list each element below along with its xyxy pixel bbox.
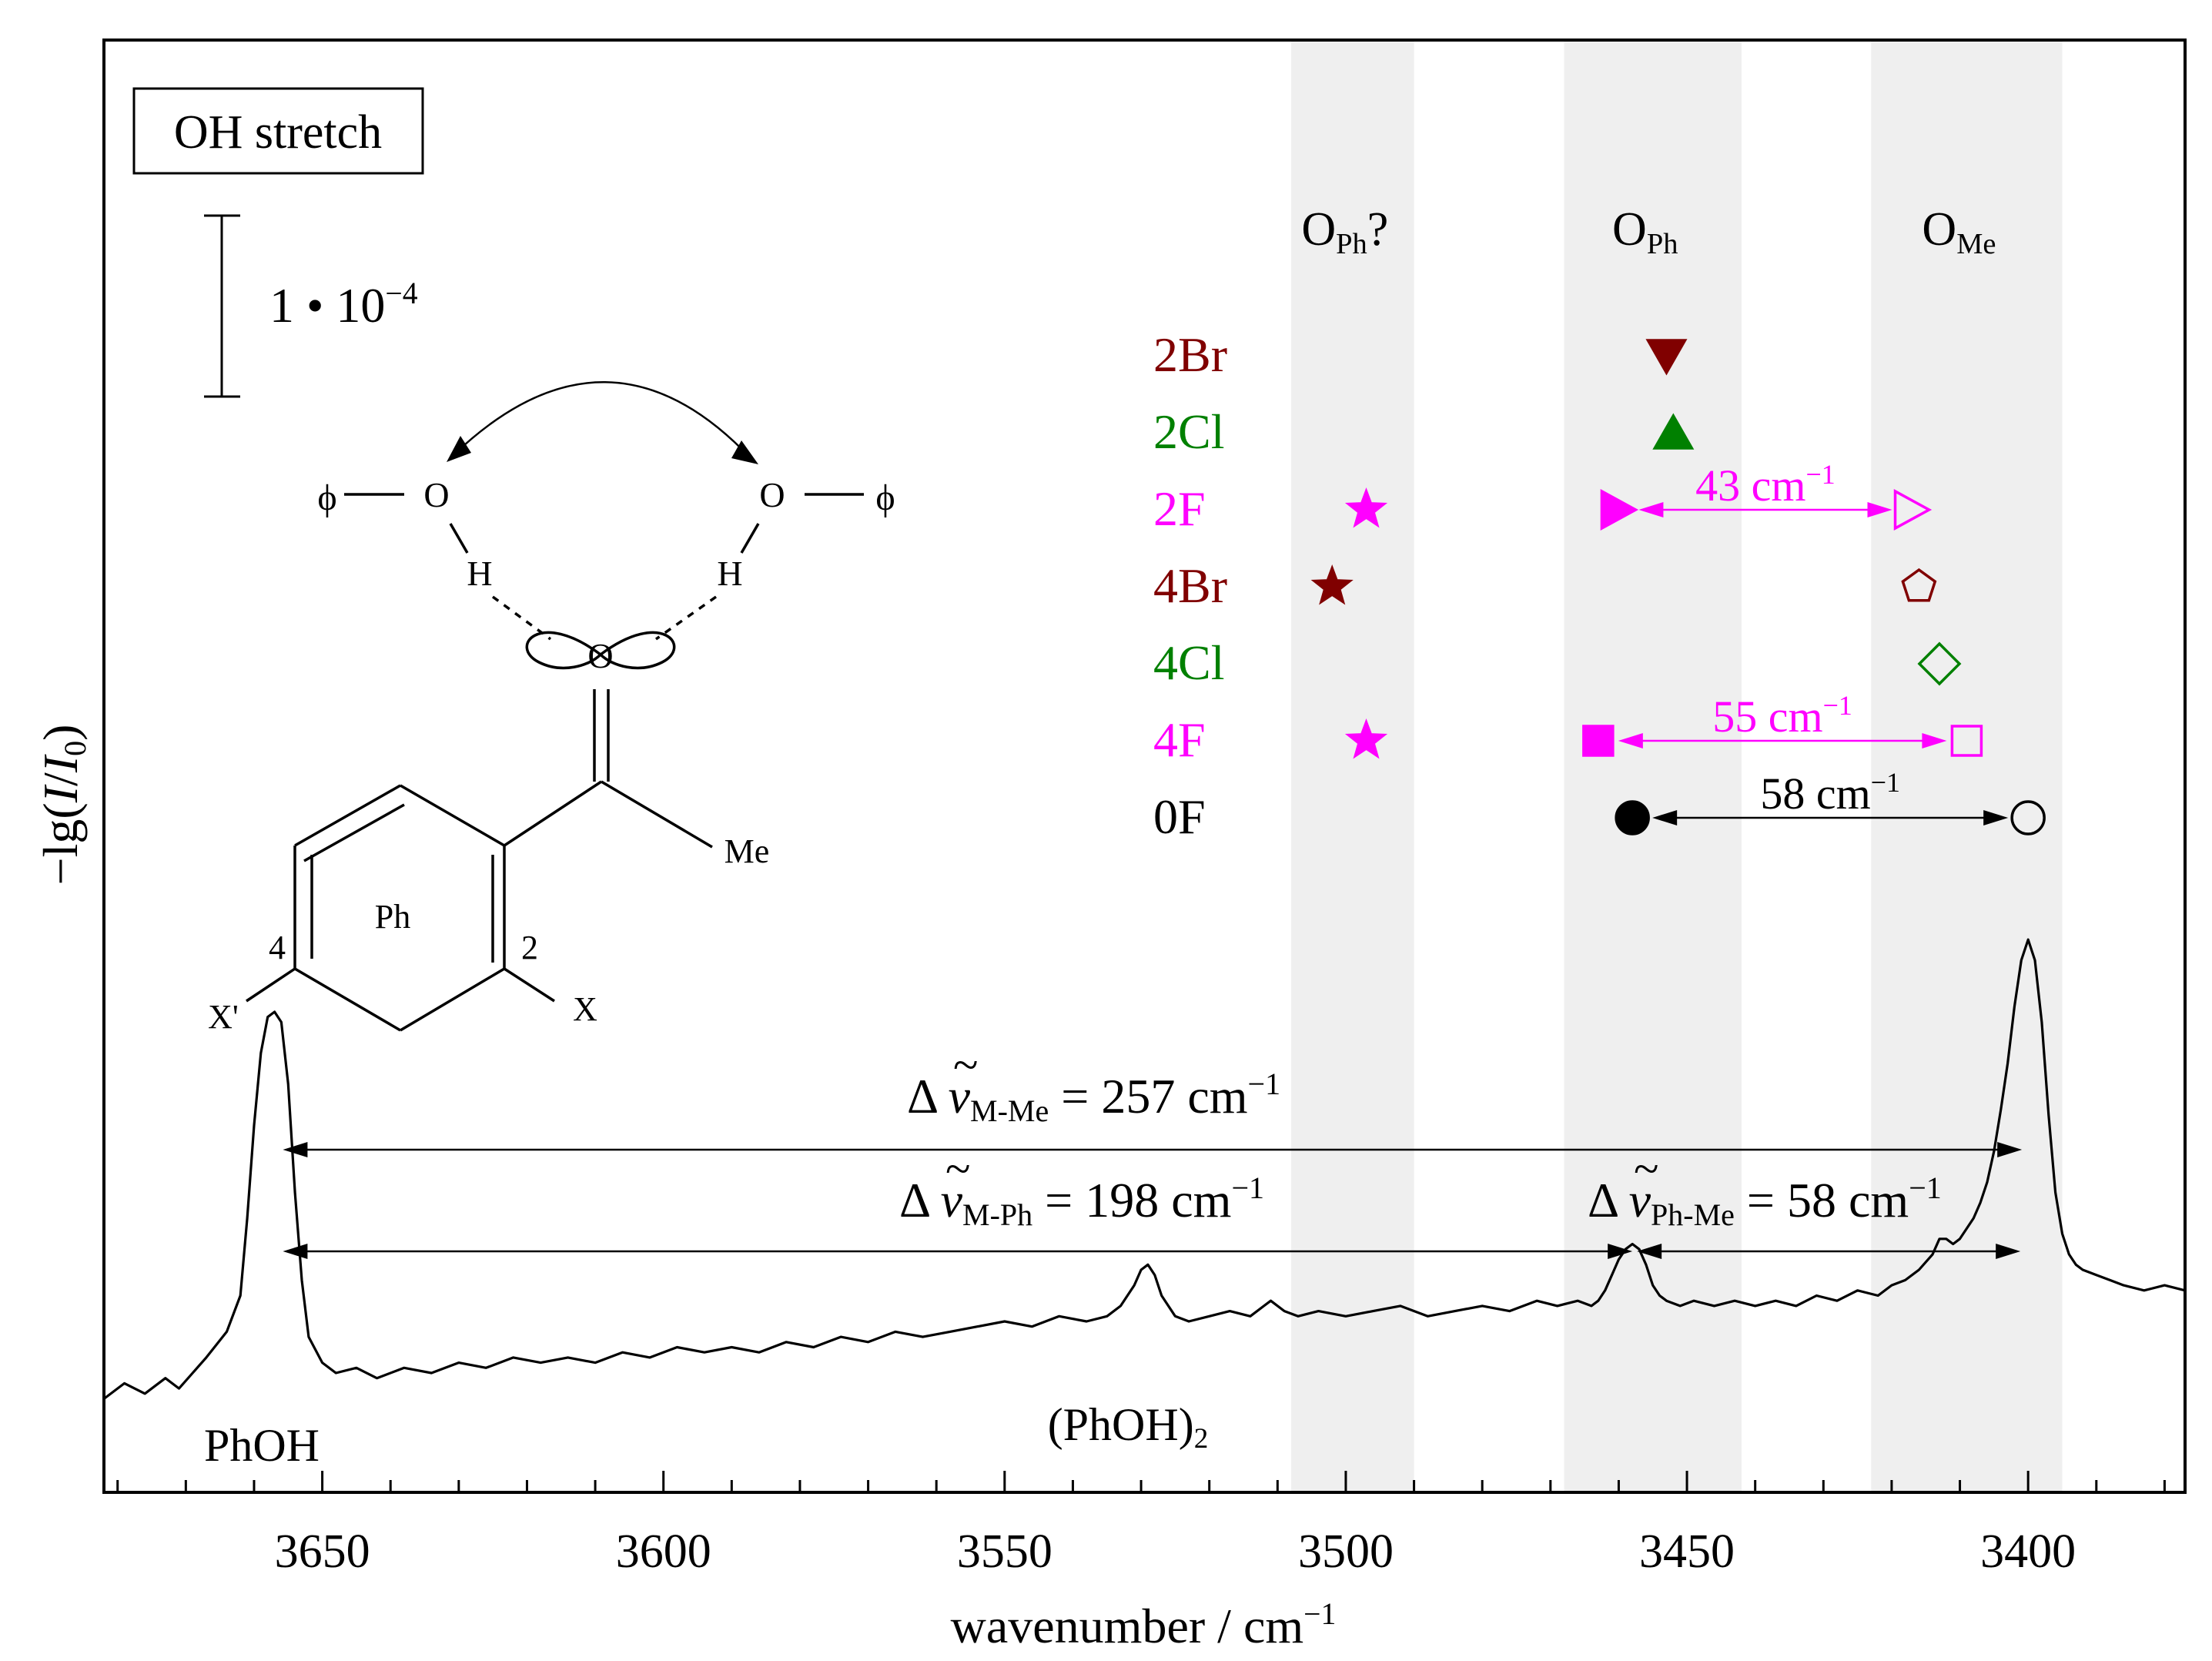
band-label-1: OPh: [1612, 203, 1678, 260]
hbond-right: [654, 595, 718, 641]
compound-label-2Br: 2Br: [1153, 327, 1227, 382]
delta-label-m-me: Δ νM-Me = 257 cm−1~: [907, 1040, 1280, 1128]
splitting-label-2: 58 cm−1: [1760, 767, 1900, 819]
spectrum-layer: [103, 938, 2186, 1400]
spectrum-line: [103, 938, 2186, 1400]
marker-4F-0: [1344, 718, 1388, 759]
position-4: 4: [269, 929, 286, 966]
marker-2F-2: [1893, 489, 1933, 531]
compound-label-2Cl: 2Cl: [1153, 404, 1224, 459]
marker-4F-2: [1950, 725, 1983, 757]
compound-label-2F: 2F: [1153, 481, 1206, 536]
tilde-delta-label-m-ph: ~: [945, 1144, 970, 1194]
phi-right: ϕ: [875, 477, 895, 518]
delta-label-m-ph: Δ νM-Ph = 198 cm−1~: [899, 1144, 1264, 1232]
marker-2Br-0: [1645, 339, 1688, 376]
exchange-arrow: [453, 381, 751, 459]
splitting-arrow-0: [1638, 502, 1892, 517]
tilde-delta-label-m-me: ~: [953, 1040, 978, 1090]
band-0: [1291, 40, 1414, 1492]
methyl-label: Me: [725, 832, 770, 870]
title-box: [132, 87, 424, 175]
x-tick-label-3450: 3450: [1639, 1525, 1735, 1578]
marker-4Cl-0: [1917, 641, 1962, 686]
splitting-arrow-2: [1652, 810, 2009, 825]
band-label-0: OPh?: [1301, 203, 1388, 260]
svg-text:Δ νPh-Me = 58 cm−1: Δ νPh-Me = 58 cm−1: [1588, 1170, 1942, 1232]
delta-arrow-m-ph: [283, 1244, 1633, 1259]
scale-bar-label: 1 • 10−4: [269, 276, 418, 333]
delta-arrow-m-me: [283, 1142, 2023, 1157]
marker-4Br-0: [1310, 564, 1354, 605]
phi-left: ϕ: [317, 477, 336, 518]
delta-arrow-ph-me: [1637, 1244, 2021, 1259]
marker-4F-1: [1582, 725, 1615, 757]
substituent-x-prime: X': [208, 998, 239, 1036]
marker-layer: 2Br 2Cl 2F 4Br 4Cl 4F 0F: [1153, 327, 2046, 844]
compound-label-0F: 0F: [1153, 789, 1206, 844]
lone-pair-left: [525, 631, 603, 670]
hydrogen-left: H: [467, 554, 492, 593]
splitting-arrow-1: [1618, 733, 1947, 748]
x-tick-label-3500: 3500: [1298, 1525, 1394, 1578]
band-2: [1871, 40, 2063, 1492]
oxygen-right: O: [759, 475, 785, 514]
plot-frame: [102, 39, 2187, 1494]
marker-2F-1: [1600, 489, 1639, 531]
splitting-label-0: 43 cm−1: [1695, 459, 1836, 511]
marker-0F-1: [2010, 800, 2046, 836]
band-label-2: OMe: [1922, 203, 1996, 260]
peak-label-phoh: PhOH: [204, 1420, 320, 1471]
position-2: 2: [521, 929, 538, 966]
scale-bar: [204, 214, 240, 398]
svg-text:Δ νM-Me = 257 cm−1: Δ νM-Me = 257 cm−1: [907, 1067, 1280, 1128]
oxygen-left: O: [423, 475, 449, 514]
phenyl-label: Ph: [375, 898, 410, 936]
bands-layer: OPh? OPh OMe: [1291, 40, 2063, 1492]
oxygen-carbonyl: O: [587, 636, 613, 675]
x-tick-label-3400: 3400: [1980, 1525, 2076, 1578]
lone-pair-right: [598, 631, 676, 670]
x-tick-label-3650: 3650: [275, 1525, 370, 1578]
x-axis-label: wavenumber / cm−1: [951, 1597, 1337, 1653]
hydrogen-right: H: [717, 554, 742, 593]
marker-2F-0: [1344, 487, 1388, 528]
y-axis-label: −lg(I/I0): [33, 725, 92, 886]
svg-text:Δ νM-Ph = 198 cm−1: Δ νM-Ph = 198 cm−1: [899, 1170, 1264, 1232]
compound-label-4F: 4F: [1153, 712, 1206, 767]
splitting-label-1: 55 cm−1: [1712, 690, 1852, 742]
exchange-arrowhead-right: [731, 440, 758, 464]
substituent-x: X: [573, 990, 597, 1028]
delta-label-ph-me: Δ νPh-Me = 58 cm−1~: [1588, 1144, 1942, 1232]
axes-layer: 3650 3600 3550 3500 3450 3400 wavenumber / cm−…: [33, 39, 2187, 1653]
peak-label-phoh-dimer: (PhOH)2: [1048, 1399, 1209, 1455]
marker-2Cl-0: [1652, 413, 1695, 450]
annotation-layer: PhOH (PhOH)2Δ νM-Me = 257 cm−1~Δ νM-Ph = …: [132, 87, 2023, 1471]
tilde-delta-label-ph-me: ~: [1634, 1144, 1658, 1194]
marker-0F-0: [1615, 800, 1650, 836]
chart-title: OH stretch: [174, 106, 382, 159]
marker-4Br-1: [1901, 568, 1937, 602]
x-tick-label-3550: 3550: [957, 1525, 1052, 1578]
compound-label-4Br: 4Br: [1153, 558, 1227, 613]
compound-label-4Cl: 4Cl: [1153, 635, 1224, 690]
exchange-arrowhead-left: [447, 436, 471, 462]
x-tick-label-3600: 3600: [616, 1525, 711, 1578]
